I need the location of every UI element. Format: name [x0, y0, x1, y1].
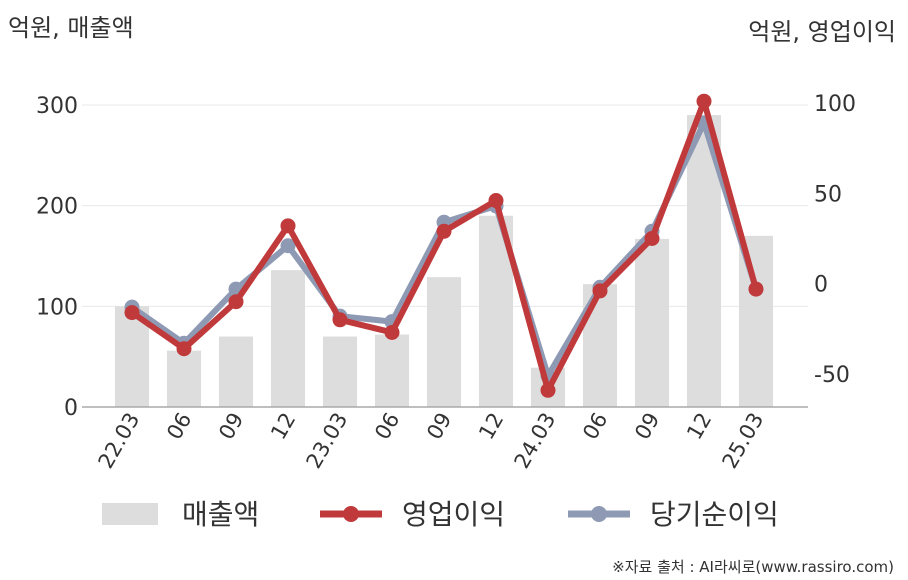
bar-06	[375, 334, 409, 407]
x-tick-label: 09	[214, 409, 248, 444]
bar-06	[167, 350, 201, 407]
legend-label: 영업이익	[402, 498, 505, 531]
point-당기순이익-3	[280, 238, 296, 254]
bar-12	[271, 270, 305, 407]
right-tick-label: 100	[814, 92, 856, 117]
legend-marker-당기순이익	[591, 506, 607, 522]
bar-09	[635, 238, 669, 407]
legend: 매출액 영업이익 당기순이익	[102, 498, 779, 531]
point-영업이익-11	[696, 93, 712, 109]
source-note: ※자료 출처 : AI라씨로(www.rassiro.com)	[612, 558, 894, 576]
bar-23.03	[323, 336, 357, 407]
left-tick-label: 0	[64, 396, 78, 421]
x-tick-label: 09	[422, 409, 456, 444]
left-axis-unit-label: 억원, 매출액	[8, 14, 134, 42]
x-tick-label: 23.03	[301, 409, 352, 473]
point-영업이익-5	[384, 324, 400, 340]
bar-series	[115, 115, 773, 408]
right-tick-label: -50	[814, 363, 850, 388]
point-영업이익-12	[748, 281, 764, 297]
bar-25.03	[739, 235, 773, 407]
legend-swatch-매출액	[102, 503, 158, 525]
point-영업이익-7	[488, 193, 504, 209]
line-series	[124, 93, 764, 398]
bar-09	[427, 277, 461, 407]
x-tick-label: 09	[630, 409, 664, 444]
legend-marker-영업이익	[343, 506, 359, 522]
x-tick-label: 06	[578, 409, 612, 444]
right-tick-label: 0	[814, 273, 828, 298]
point-영업이익-9	[592, 283, 608, 299]
point-영업이익-10	[644, 231, 660, 246]
x-tick-label: 25.03	[717, 409, 768, 473]
point-영업이익-1	[176, 341, 192, 357]
x-tick-label: 24.03	[509, 409, 560, 473]
x-tick-label: 12	[682, 409, 716, 444]
right-tick-label: 50	[814, 182, 842, 207]
point-영업이익-8	[540, 382, 556, 398]
x-tick-label: 12	[474, 409, 508, 444]
left-tick-label: 200	[36, 195, 78, 220]
left-tick-label: 100	[36, 295, 78, 320]
right-axis-ticks: -50 0 50 100	[814, 92, 856, 388]
point-영업이익-4	[332, 312, 348, 328]
x-tick-label: 06	[370, 409, 404, 444]
point-영업이익-2	[228, 294, 244, 310]
x-tick-label: 22.03	[93, 409, 144, 473]
right-axis-unit-label: 억원, 영업이익	[748, 18, 896, 46]
left-axis-ticks: 0 100 200 300	[36, 94, 78, 421]
point-영업이익-0	[124, 305, 140, 321]
point-영업이익-6	[436, 223, 452, 239]
legend-label: 매출액	[182, 498, 259, 531]
x-axis-ticks: 22.03 06 09 12 23.03 06 09 12 24.03 06 09 12 25.03	[93, 409, 768, 473]
bar-09	[219, 336, 253, 407]
point-영업이익-3	[280, 218, 296, 234]
x-tick-label: 06	[162, 409, 196, 444]
x-tick-label: 12	[266, 409, 300, 444]
left-tick-label: 300	[36, 94, 78, 119]
legend-label: 당기순이익	[650, 498, 779, 531]
